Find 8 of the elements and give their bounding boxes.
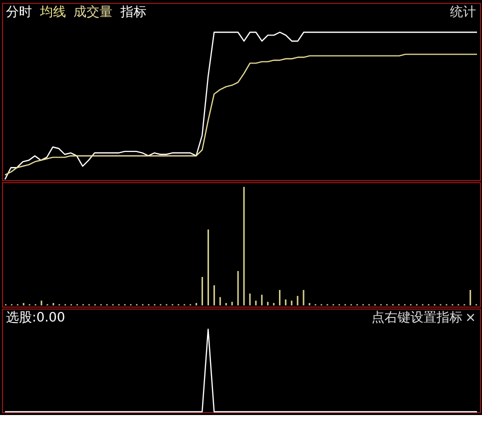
- text: 成交量: [74, 4, 113, 20]
- text: 点右键设置指标: [371, 310, 462, 326]
- text: ×: [465, 310, 476, 326]
- text: 指标: [120, 4, 146, 20]
- text: 选股:0.00: [6, 310, 66, 326]
- text: 均线: [38, 4, 66, 20]
- text: 分时: [6, 4, 32, 20]
- text: 统计: [450, 4, 476, 20]
